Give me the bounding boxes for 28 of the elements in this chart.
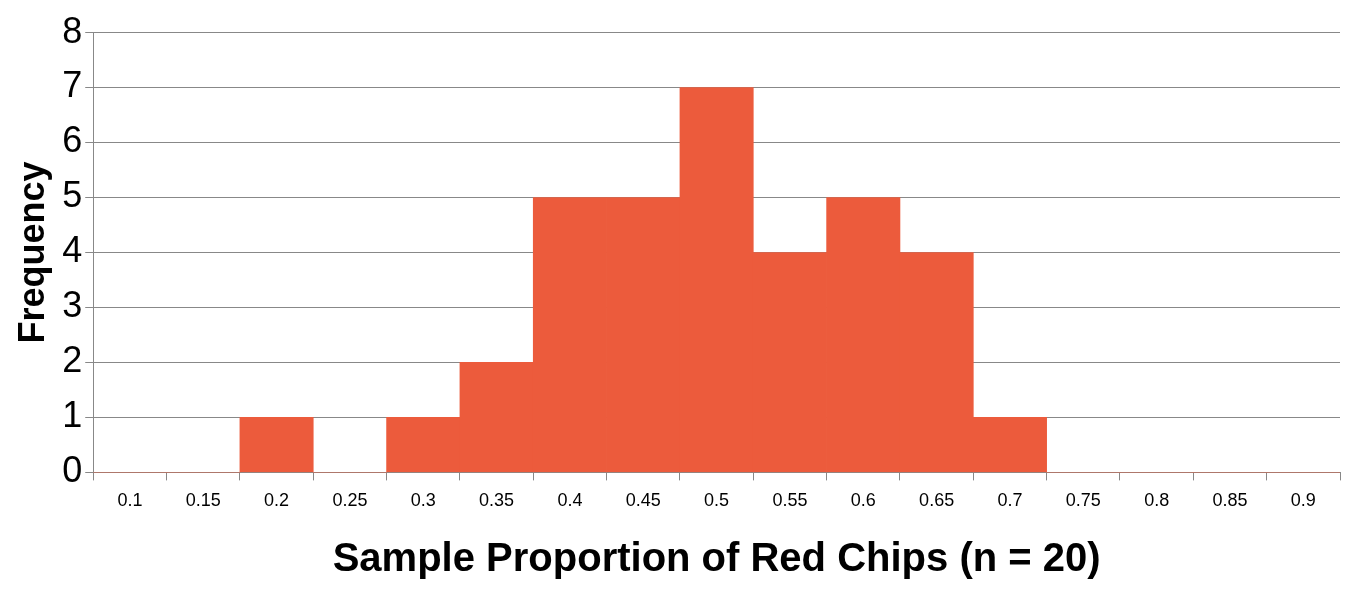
y-tick-label: 5 <box>62 174 83 216</box>
x-tick-label: 0.45 <box>625 490 661 511</box>
x-tick-label: 0.9 <box>1290 490 1316 511</box>
x-tick-label: 0.75 <box>1065 490 1101 511</box>
x-tick-label: 0.5 <box>704 490 730 511</box>
y-tick-label: 0 <box>62 449 83 491</box>
y-tick-label: 6 <box>62 119 83 161</box>
y-tick-label: 3 <box>62 284 83 326</box>
x-tick-label: 0.15 <box>185 490 221 511</box>
x-axis-title: Sample Proportion of Red Chips (n = 20) <box>332 535 1101 580</box>
y-tick-label: 2 <box>62 339 83 381</box>
x-tick-label: 0.3 <box>410 490 436 511</box>
x-tick-label: 0.6 <box>850 490 876 511</box>
x-tick-label: 0.7 <box>997 490 1023 511</box>
x-tick-label: 0.2 <box>264 490 290 511</box>
y-axis-title: Frequency <box>10 161 52 344</box>
y-tick-label: 7 <box>62 64 83 106</box>
x-tick-label: 0.35 <box>479 490 515 511</box>
y-tick-label: 4 <box>62 229 83 271</box>
x-tick-label: 0.8 <box>1144 490 1170 511</box>
x-tick-label: 0.4 <box>557 490 583 511</box>
x-tick-label: 0.55 <box>772 490 808 511</box>
y-tick-label: 8 <box>62 9 83 51</box>
x-tick-label: 0.85 <box>1212 490 1248 511</box>
x-tick-label: 0.1 <box>117 490 143 511</box>
y-tick-label: 1 <box>62 394 83 436</box>
x-tick-label: 0.25 <box>332 490 368 511</box>
x-tick-label: 0.65 <box>919 490 955 511</box>
